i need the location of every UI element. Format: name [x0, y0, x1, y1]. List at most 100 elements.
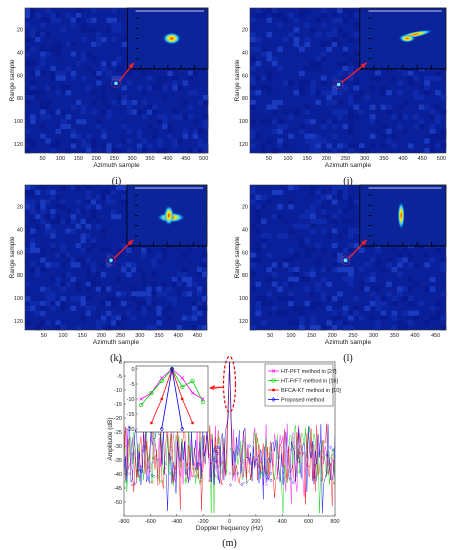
series-marker — [150, 473, 154, 478]
series-marker — [214, 466, 218, 469]
series-marker — [266, 474, 270, 479]
y-tick-label: -35 — [114, 458, 122, 464]
x-tick-label: 450 — [181, 156, 190, 162]
x-tick-label: 450 — [418, 156, 427, 162]
series-marker — [140, 469, 143, 473]
inset-y-tick-label: -20 — [127, 427, 135, 433]
x-tick-label: 200 — [322, 156, 331, 162]
y-tick-label: -30 — [114, 444, 122, 450]
inset-y-tick-label: -5 — [130, 382, 135, 388]
series-marker — [331, 448, 335, 452]
y-tick-label: -50 — [114, 500, 122, 506]
x-tick-label: 300 — [127, 156, 136, 162]
x-tick-label: -800 — [118, 519, 129, 525]
target-mark — [109, 258, 113, 263]
y-tick-label: -45 — [114, 486, 122, 492]
x-tick-label: 100 — [58, 333, 67, 339]
inset-response — [399, 34, 416, 43]
series-marker — [217, 445, 221, 450]
series-marker — [332, 482, 335, 485]
target-mark — [114, 81, 118, 86]
target-circle — [333, 79, 344, 90]
y-tick-label: 60 — [17, 250, 23, 256]
y-tick-label: 80 — [242, 273, 248, 279]
y-axis-label: Range sample — [9, 59, 16, 101]
series-marker — [141, 448, 145, 453]
target-circle — [106, 255, 116, 266]
x-tick-label: 300 — [369, 333, 378, 339]
inset-y-tick-label: -10 — [127, 397, 135, 403]
x-tick-label: 100 — [283, 156, 292, 162]
series-marker — [215, 475, 219, 478]
target-circle — [111, 78, 121, 89]
y-tick-label: 100 — [239, 119, 248, 125]
panel-caption: (i) — [112, 176, 121, 187]
x-tick-label: 150 — [78, 333, 87, 339]
inset-response — [163, 205, 174, 226]
axes-frame — [249, 7, 447, 154]
x-tick-label: 200 — [328, 333, 337, 339]
legend-marker — [271, 378, 276, 383]
series-marker — [212, 457, 216, 462]
x-axis-label: Doppler frequency (Hz) — [196, 525, 263, 532]
inset-marker — [139, 397, 143, 401]
x-tick-label: 400 — [163, 156, 172, 162]
series-marker — [130, 483, 134, 487]
series-marker — [269, 471, 273, 476]
series-marker — [236, 471, 240, 476]
y-axis-label: Range sample — [9, 236, 16, 278]
y-axis-label: Amplitude (dB) — [107, 418, 114, 461]
series-marker — [135, 469, 138, 472]
inset-marker — [160, 376, 164, 380]
zoom-arrow-head — [361, 239, 367, 246]
panel-caption: (l) — [343, 353, 352, 364]
x-tick-label: 150 — [303, 156, 312, 162]
y-tick-label: -15 — [114, 402, 122, 408]
series-marker — [187, 466, 191, 471]
x-tick-label: 50 — [266, 156, 272, 162]
heatmap-panel-2: 50 100 150 200 250 300 350 400 450 20 40 60 80 100 120… — [9, 184, 208, 364]
x-tick-label: 250 — [116, 333, 125, 339]
heatmap-panel-1: 50 100 150 200 250 300 350 400 450 500 20 40 60 80 100… — [234, 7, 447, 187]
axes-frame — [24, 184, 208, 331]
y-tick-label: 80 — [17, 273, 23, 279]
x-tick-label: 50 — [267, 333, 273, 339]
noise-traces — [124, 362, 335, 514]
legend-marker — [272, 388, 275, 392]
inset-marker — [159, 378, 164, 384]
series-marker — [240, 482, 244, 487]
series-marker — [269, 478, 273, 483]
series-marker — [248, 444, 251, 448]
series-marker — [325, 453, 329, 457]
series-marker — [330, 453, 334, 457]
legend-label-2: BFCA-KT method in [10] — [281, 388, 341, 394]
inset-marker — [180, 426, 185, 432]
x-tick-label: 150 — [307, 333, 316, 339]
y-tick-label: 100 — [239, 296, 248, 302]
y-tick-label: 100 — [14, 296, 23, 302]
y-tick-label: 80 — [242, 96, 248, 102]
y-tick-label: 120 — [239, 319, 248, 325]
series-marker — [172, 478, 176, 481]
x-tick-label: 500 — [437, 156, 446, 162]
zoom-arrow-head — [209, 385, 215, 390]
x-axis-label: Azimuth sample — [325, 162, 372, 169]
x-tick-label: 350 — [145, 156, 154, 162]
heatmap-panel-3: 50 100 150 200 250 300 350 400 450 20 40 60 80 100 120… — [234, 184, 447, 364]
zoom-arrow-head — [128, 62, 134, 69]
series-marker — [152, 475, 156, 479]
series-marker — [256, 454, 259, 458]
x-tick-label: 100 — [286, 333, 295, 339]
series-marker — [142, 445, 146, 449]
y-tick-label: 100 — [14, 119, 23, 125]
x-tick-label: 800 — [330, 519, 339, 525]
inset-marker — [180, 376, 184, 380]
y-axis-label: Range sample — [234, 236, 241, 278]
inset-response — [397, 201, 405, 230]
y-tick-label: 20 — [242, 205, 248, 211]
y-tick-label: 80 — [17, 96, 23, 102]
y-tick-label: 60 — [17, 73, 23, 79]
inset-y-tick-label: -15 — [127, 412, 135, 418]
series-marker — [325, 470, 329, 474]
y-tick-label: 40 — [17, 228, 23, 234]
